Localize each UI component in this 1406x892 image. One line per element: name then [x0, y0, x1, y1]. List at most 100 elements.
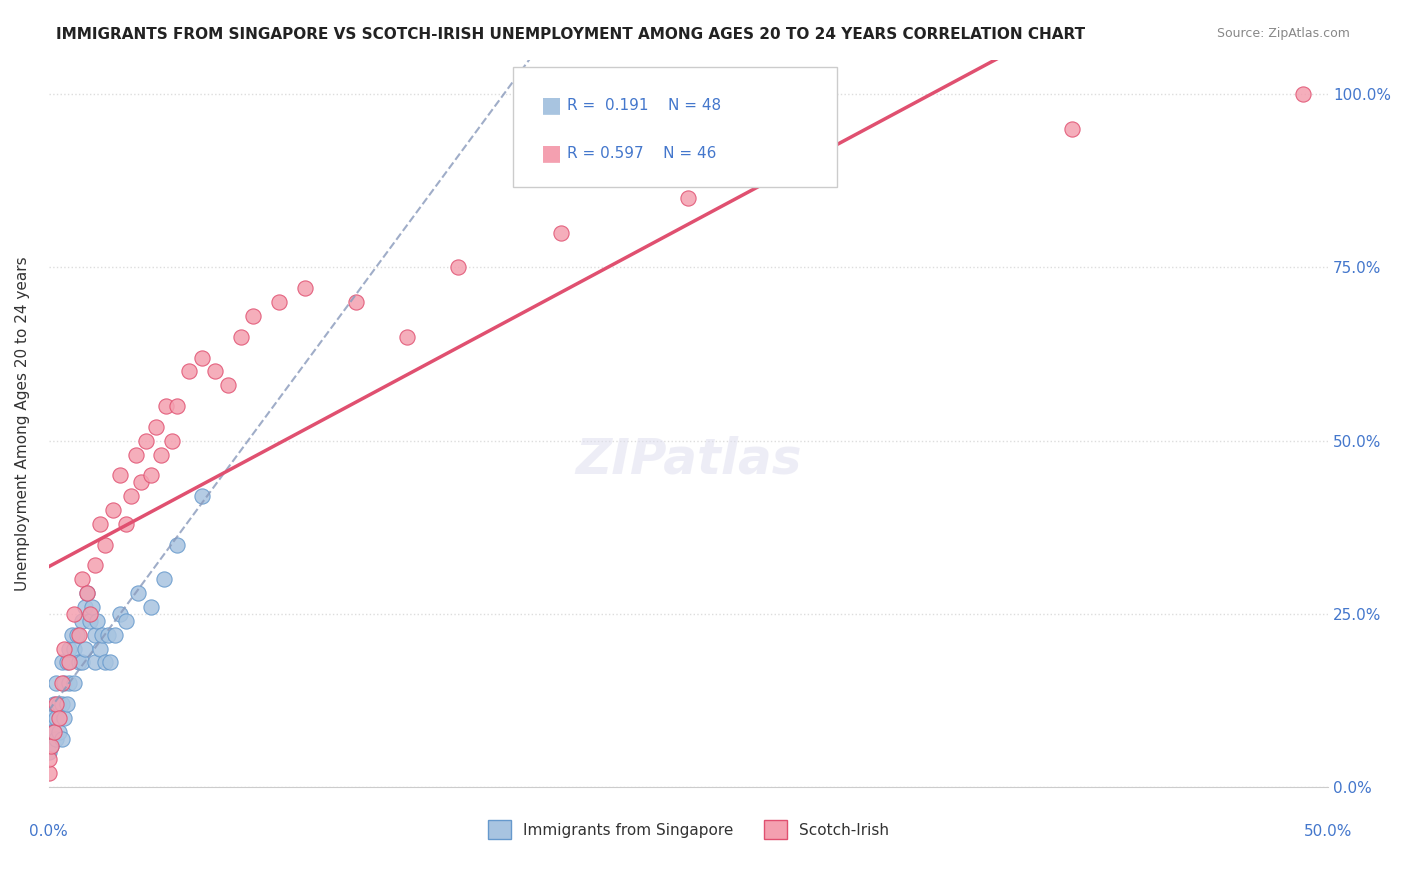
- Point: [76, 586, 98, 600]
- Point: [166, 538, 188, 552]
- Point: [63, 641, 86, 656]
- Point: [69, 656, 91, 670]
- Point: [242, 309, 264, 323]
- Point: [45, 697, 67, 711]
- Point: [229, 330, 252, 344]
- Point: [344, 295, 367, 310]
- Point: [153, 572, 176, 586]
- Point: [191, 351, 214, 365]
- Text: ■: ■: [541, 144, 562, 163]
- Point: [58, 676, 80, 690]
- Point: [45, 731, 67, 746]
- Point: [179, 364, 201, 378]
- Text: R = 0.597    N = 46: R = 0.597 N = 46: [567, 146, 716, 161]
- Point: [139, 468, 162, 483]
- Point: [58, 656, 80, 670]
- Text: 50.0%: 50.0%: [1303, 823, 1353, 838]
- Point: [38, 746, 60, 760]
- Point: [76, 586, 98, 600]
- Point: [63, 607, 86, 621]
- Point: [51, 656, 73, 670]
- Point: [73, 641, 96, 656]
- Point: [806, 156, 828, 170]
- Text: ZIPatlas: ZIPatlas: [575, 436, 801, 483]
- Point: [42, 724, 65, 739]
- Point: [63, 676, 86, 690]
- Point: [48, 697, 70, 711]
- Point: [1062, 121, 1084, 136]
- Text: Source: ZipAtlas.com: Source: ZipAtlas.com: [1216, 27, 1350, 40]
- Point: [155, 399, 177, 413]
- Point: [678, 191, 700, 205]
- Point: [166, 399, 188, 413]
- Point: [79, 607, 101, 621]
- Point: [39, 724, 62, 739]
- Point: [294, 281, 316, 295]
- Point: [1291, 87, 1313, 102]
- Point: [38, 766, 60, 780]
- Point: [267, 295, 290, 310]
- Point: [42, 697, 65, 711]
- Point: [127, 586, 149, 600]
- Point: [114, 614, 136, 628]
- Point: [94, 538, 117, 552]
- Point: [101, 503, 124, 517]
- Text: IMMIGRANTS FROM SINGAPORE VS SCOTCH-IRISH UNEMPLOYMENT AMONG AGES 20 TO 24 YEARS: IMMIGRANTS FROM SINGAPORE VS SCOTCH-IRIS…: [56, 27, 1085, 42]
- Point: [135, 434, 157, 448]
- Point: [145, 420, 167, 434]
- Point: [79, 614, 101, 628]
- Point: [114, 516, 136, 531]
- Point: [89, 641, 111, 656]
- Point: [55, 656, 77, 670]
- Point: [98, 656, 121, 670]
- Point: [53, 641, 76, 656]
- Point: [550, 226, 572, 240]
- Point: [39, 739, 62, 753]
- Point: [45, 711, 67, 725]
- Point: [89, 516, 111, 531]
- Point: [395, 330, 418, 344]
- Point: [53, 711, 76, 725]
- Point: [110, 468, 132, 483]
- Point: [150, 448, 173, 462]
- Point: [139, 599, 162, 614]
- Point: [86, 614, 108, 628]
- Point: [51, 676, 73, 690]
- Point: [70, 572, 93, 586]
- Text: 0.0%: 0.0%: [30, 823, 67, 838]
- Point: [94, 656, 117, 670]
- Point: [42, 724, 65, 739]
- Point: [191, 489, 214, 503]
- Text: ■: ■: [541, 95, 562, 115]
- Point: [110, 607, 132, 621]
- Point: [58, 641, 80, 656]
- Point: [38, 752, 60, 766]
- Point: [66, 628, 89, 642]
- Point: [51, 697, 73, 711]
- Point: [217, 378, 239, 392]
- Point: [70, 656, 93, 670]
- Point: [82, 599, 104, 614]
- Point: [48, 711, 70, 725]
- Point: [447, 260, 470, 275]
- Point: [39, 739, 62, 753]
- Point: [83, 656, 105, 670]
- Point: [60, 628, 83, 642]
- Point: [97, 628, 120, 642]
- Point: [120, 489, 142, 503]
- Point: [91, 628, 114, 642]
- Point: [83, 628, 105, 642]
- Point: [70, 614, 93, 628]
- Point: [38, 711, 60, 725]
- Point: [104, 628, 127, 642]
- Point: [69, 628, 91, 642]
- Point: [51, 731, 73, 746]
- Point: [125, 448, 148, 462]
- Legend: Immigrants from Singapore, Scotch-Irish: Immigrants from Singapore, Scotch-Irish: [482, 814, 896, 845]
- Point: [73, 599, 96, 614]
- Y-axis label: Unemployment Among Ages 20 to 24 years: Unemployment Among Ages 20 to 24 years: [15, 256, 30, 591]
- Point: [53, 676, 76, 690]
- Point: [129, 475, 152, 490]
- Text: R =  0.191    N = 48: R = 0.191 N = 48: [567, 98, 721, 112]
- Point: [160, 434, 183, 448]
